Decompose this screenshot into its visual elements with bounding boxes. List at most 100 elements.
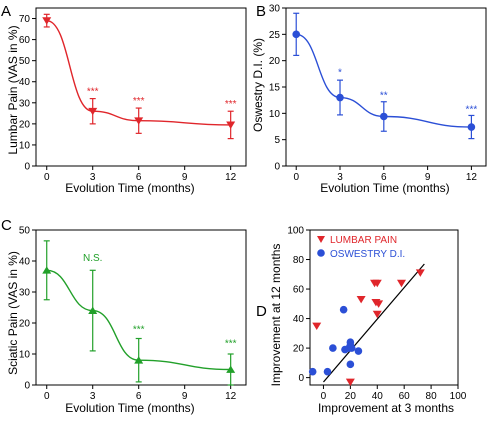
panel-a-ytick-label: 30	[19, 98, 31, 109]
oswestry-point	[354, 347, 363, 355]
panel-b-data-point	[336, 93, 344, 102]
panel-c-data-point	[134, 356, 144, 364]
panel-a-ytick-label: 50	[19, 56, 31, 67]
lumbar-pain-point	[372, 310, 382, 319]
panel-d: D Improvement at 12 months Improvement a…	[256, 226, 467, 416]
panel-b-ytick-label: 10	[269, 109, 281, 120]
panel-c-xtick-label: 3	[90, 391, 96, 402]
panel-c-significance-label: ***	[133, 324, 145, 335]
panel-b-xtick-label: 0	[293, 172, 299, 183]
panel-c-ytick-label: 30	[19, 288, 31, 299]
panel-d-xtick-label: 60	[399, 391, 411, 402]
panel-d-xtick-label: 100	[450, 391, 467, 402]
panel-d-legend: LUMBAR PAIN OSWESTRY D.I.	[317, 235, 405, 260]
panel-a-ytick-label: 40	[19, 77, 31, 88]
panel-a-data-point	[88, 107, 98, 116]
legend-oswestry-label: OSWESTRY D.I.	[330, 249, 405, 260]
panel-d-ytick-label: 100	[287, 226, 304, 237]
panel-b-xlabel: Evolution Time (months)	[320, 181, 449, 195]
panel-a-data-point	[226, 121, 236, 129]
panel-b-ylabel: Oswestry D.I. (%)	[251, 38, 265, 132]
lumbar-pain-point	[372, 279, 382, 288]
panel-b-xtick-label: 9	[425, 172, 431, 183]
oswestry-point	[339, 305, 348, 314]
panel-a-series-line	[46, 19, 231, 126]
panel-c-xlabel: Evolution Time (months)	[65, 401, 194, 415]
panel-a-ytick-label: 0	[24, 162, 30, 173]
panel-b-ytick-label: 0	[274, 162, 280, 173]
panel-c-xtick-label: 0	[44, 391, 50, 402]
panel-a-xtick-label: 12	[225, 172, 237, 183]
panel-c-ytick-label: 0	[24, 381, 30, 392]
panel-c-ytick-label: 10	[19, 350, 31, 361]
oswestry-point	[346, 338, 355, 346]
panel-b-ytick-label: 5	[274, 135, 280, 146]
panel-d-xtick-label: 20	[345, 391, 357, 402]
panel-b-ytick-label: 20	[269, 56, 281, 67]
panel-a: A Lumbar Pain (VAS in %) Evolution Time …	[1, 3, 247, 195]
oswestry-point	[308, 367, 317, 376]
panel-b: B Oswestry D.I. (%) Evolution Time (mont…	[251, 3, 487, 195]
panel-a-ytick-label: 10	[19, 140, 31, 151]
panel-d-ytick-label: 20	[293, 344, 305, 355]
panel-b-ytick-label: 30	[269, 4, 281, 15]
panel-c-ytick-label: 40	[19, 257, 31, 268]
lumbar-pain-point	[415, 269, 425, 277]
oswestry-point	[323, 367, 332, 376]
panel-a-ytick-label: 70	[19, 14, 31, 25]
panel-d-ytick-label: 40	[293, 314, 305, 325]
lumbar-pain-point	[374, 300, 384, 308]
panel-c-letter: C	[1, 217, 12, 234]
panel-a-plot: 0 3 6 9 12 0 10 20 30 40 50 60 70 *** *** ***	[19, 7, 247, 183]
panel-b-data-point	[380, 112, 388, 121]
panel-d-letter: D	[256, 303, 267, 320]
oswestry-point	[346, 360, 355, 369]
panel-a-xtick-label: 0	[44, 172, 50, 183]
panel-d-xlabel: Improvement at 3 months	[318, 401, 454, 415]
panel-d-xtick-label: 40	[372, 391, 384, 402]
panel-a-data-point	[134, 117, 144, 125]
panel-b-ytick-label: 15	[269, 83, 281, 94]
panel-c-series-line	[46, 269, 231, 371]
panel-a-xlabel: Evolution Time (months)	[65, 181, 194, 195]
panel-c: C Sciatic Pain (VAS in %) Evolution Time…	[1, 217, 247, 415]
panel-d-regression-line	[322, 263, 425, 383]
legend-lumbar-label: LUMBAR PAIN	[330, 235, 397, 246]
panel-b-significance-label: **	[380, 91, 388, 102]
panel-d-plot: 0 20 40 60 80 100 0 20 40 60 80 100	[287, 226, 466, 403]
panel-d-frame	[309, 229, 459, 386]
panel-c-ytick-label: 20	[19, 319, 31, 330]
panel-d-xtick-label: 80	[426, 391, 438, 402]
panel-b-ytick-label: 25	[269, 30, 281, 41]
panel-c-xtick-label: 9	[182, 391, 188, 402]
panel-d-xtick-label: 0	[321, 391, 327, 402]
panel-c-xtick-label: 12	[225, 391, 237, 402]
panel-b-series-line	[296, 33, 472, 128]
panel-a-ylabel: Lumbar Pain (VAS in %)	[6, 25, 20, 154]
panel-b-significance-label: *	[338, 67, 342, 78]
panel-c-significance-label: N.S.	[83, 253, 102, 264]
panel-d-ytick-label: 0	[298, 373, 304, 384]
panel-c-ytick-label: 50	[19, 226, 31, 237]
legend-oswestry-marker	[317, 249, 325, 257]
panel-b-frame	[285, 7, 487, 167]
panel-a-data-point	[42, 17, 52, 25]
panel-d-ytick-label: 60	[293, 285, 305, 296]
panel-b-letter: B	[256, 3, 266, 20]
panel-b-xtick-label: 12	[466, 172, 478, 183]
legend-lumbar-marker	[317, 236, 325, 243]
panel-a-ytick-label: 20	[19, 119, 31, 130]
lumbar-pain-point	[356, 296, 366, 304]
oswestry-point	[347, 344, 356, 352]
panel-b-significance-label: ***	[466, 104, 478, 115]
panel-a-ytick-label: 60	[19, 35, 31, 46]
panel-a-xtick-label: 9	[182, 172, 188, 183]
oswestry-point	[329, 344, 337, 352]
panel-c-plot: 0 3 6 9 12 0 10 20 30 40 50 N.S. *** ***	[19, 226, 247, 402]
panel-d-ytick-label: 80	[293, 255, 305, 266]
lumbar-pain-point	[345, 378, 355, 387]
panel-b-xtick-label: 3	[337, 172, 343, 183]
lumbar-pain-point	[312, 322, 322, 331]
